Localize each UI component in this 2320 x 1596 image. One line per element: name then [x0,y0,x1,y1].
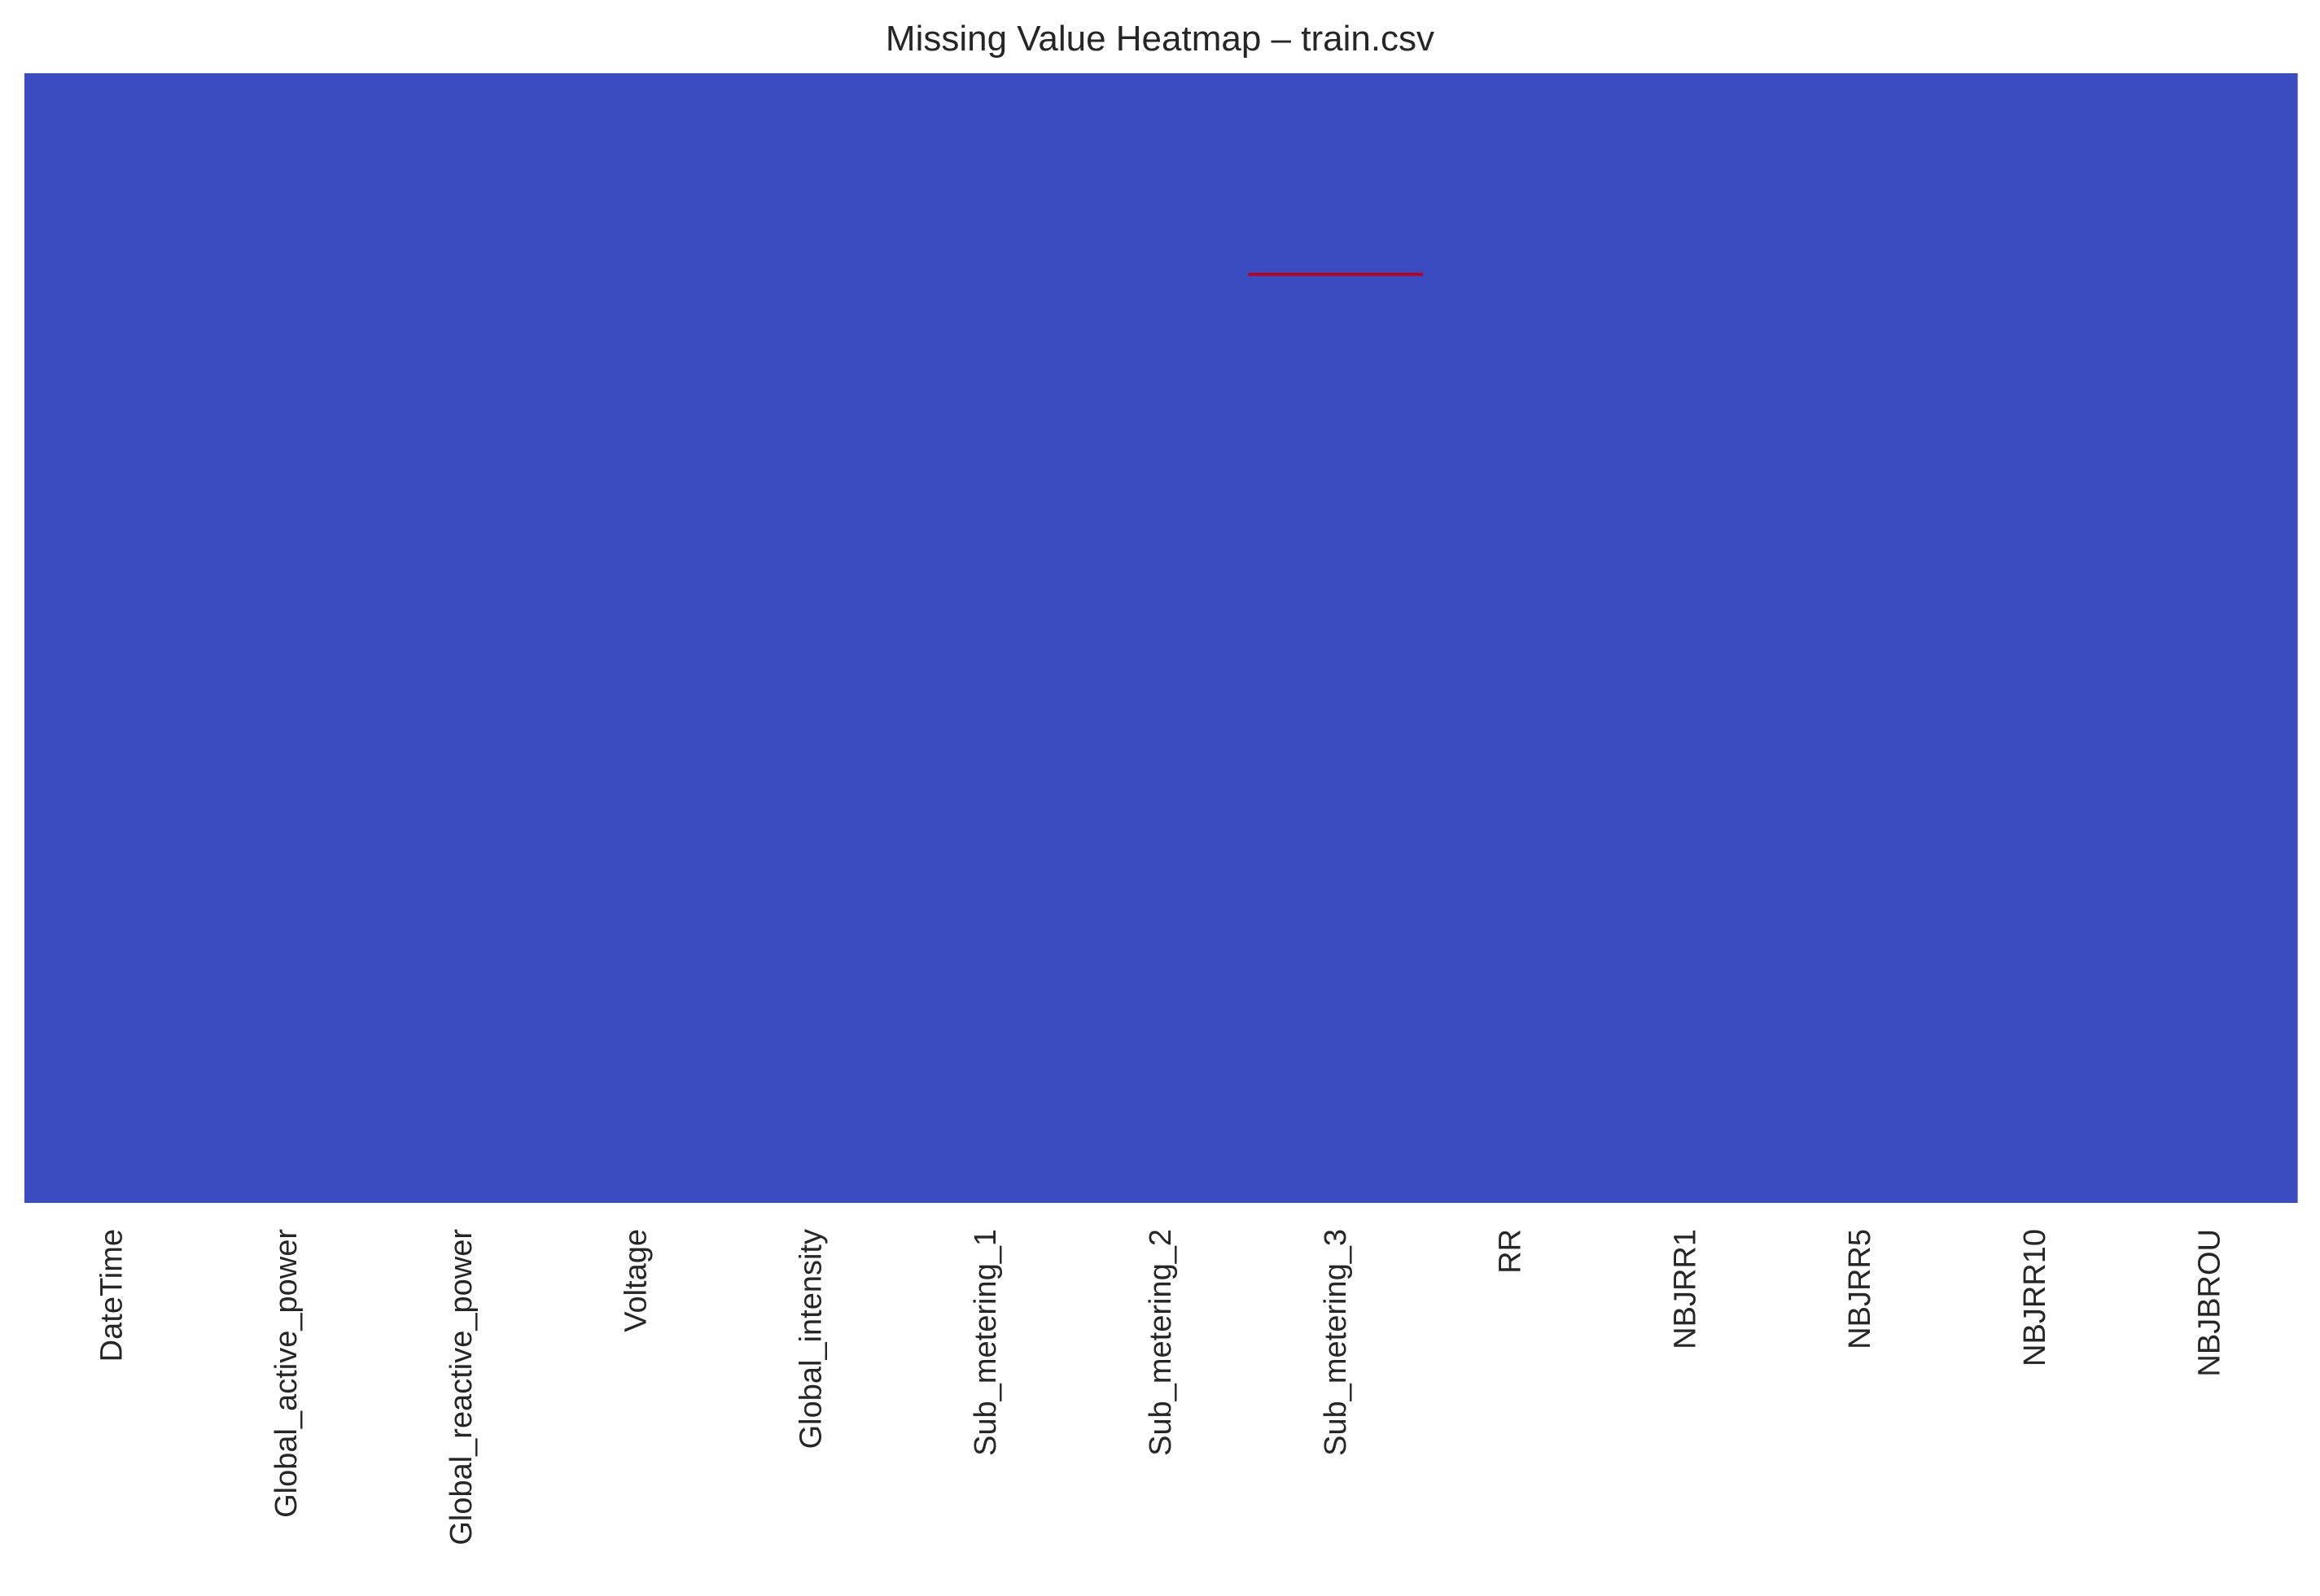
heatmap-column [1597,73,1774,1203]
heatmap-column [199,73,375,1203]
x-tick-label: DateTime [94,1229,129,1362]
x-tick-label: NBJRR5 [1843,1229,1877,1349]
x-tick-label: Global_reactive_power [444,1229,479,1546]
heatmap-column [1248,73,1424,1203]
x-tick-label: Sub_metering_3 [1319,1229,1353,1456]
chart-title: Missing Value Heatmap – train.csv [886,19,1434,59]
heatmap-column [1423,73,1599,1203]
x-tick-label: Sub_metering_1 [969,1229,1003,1456]
heatmap-column [549,73,724,1203]
heatmap-column [24,73,200,1203]
heatmap-column [1772,73,1949,1203]
x-tick-label: RR [1494,1229,1528,1274]
x-tick-label: Global_intensity [794,1229,828,1449]
heatmap-column [724,73,900,1203]
heatmap-column [898,73,1075,1203]
x-tick-label: Sub_metering_2 [1144,1229,1178,1456]
plot-area [24,73,2298,1203]
x-tick-label: NBJRR10 [2018,1229,2052,1366]
heatmap-column [1947,73,2123,1203]
x-tick-label: NBJRR1 [1668,1229,1702,1349]
heatmap-column [2122,73,2298,1203]
x-tick-label: Voltage [619,1229,654,1332]
missing-value-cell [1248,273,1424,277]
x-tick-label: NBJBROU [2193,1229,2227,1377]
heatmap-column [1073,73,1249,1203]
heatmap-column [374,73,549,1203]
x-tick-label: Global_active_power [269,1229,304,1518]
x-tick-labels: DateTime Global_active_power Global_reacti… [94,1229,2226,1546]
